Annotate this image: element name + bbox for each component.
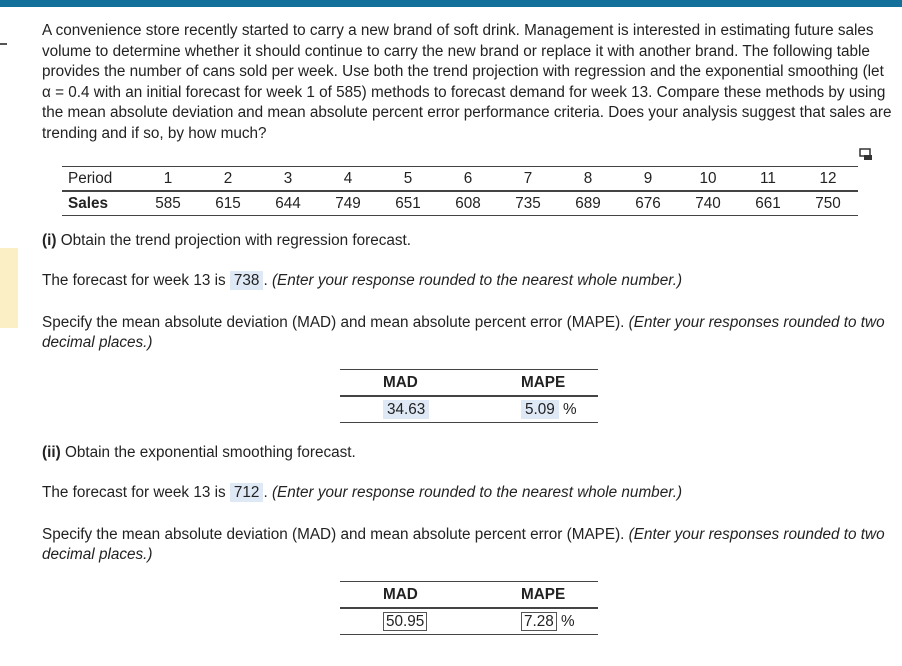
header-row: Period 1 2 3 4 5 6 7 8 9 10 11 12 [62,166,858,192]
header-cell: 9 [618,166,678,192]
header-cell: 11 [738,166,798,192]
result-cell: 50.95 [340,608,469,635]
unit: % [561,612,575,630]
header-cell: Period [62,166,138,192]
result-cell: 7.28 % [469,608,598,635]
header-cell: 3 [258,166,318,192]
header-cell: 8 [558,166,618,192]
result-answer[interactable]: 7.28 [521,611,557,631]
data-cell: 615 [215,194,241,212]
result-answer[interactable]: 5.09 [521,399,559,419]
result-cell: 5.09 % [469,396,598,423]
data-cell: 676 [635,194,661,212]
data-cell: 585 [155,194,181,212]
header-cell: 2 [198,166,258,192]
result-answer[interactable]: 50.95 [383,611,428,631]
result-table: MAD MAPE 50.95 7.28 % [340,581,598,635]
result-header-row: MAD MAPE [340,369,598,397]
specify-main: Specify the mean absolute deviation (MAD… [42,314,625,331]
data-table: Period 1 2 3 4 5 6 7 8 9 10 11 12 Sales 585 615 644 749 65… [62,166,858,216]
result-header: MAPE [469,369,598,397]
specify-note: (Enter your responses rounded to two dec… [42,526,885,563]
part-label: (i) [42,232,57,249]
data-cell: 740 [695,194,721,212]
forecast-text: The forecast for week 13 is [42,272,226,289]
result-header: MAPE [469,581,598,609]
data-cell: 661 [755,194,781,212]
unit: % [563,400,577,418]
data-cell: Sales [68,194,108,212]
forecast-note: (Enter your response rounded to the near… [271,484,683,501]
copy-icon[interactable] [858,147,874,163]
part-heading-text: Obtain the exponential smoothing forecas… [64,444,356,461]
result-value-row: 50.95 7.28 % [340,608,598,635]
forecast-line: The forecast for week 13 is 738. (Enter … [42,271,683,290]
result-value-row: 34.63 5.09 % [340,396,598,423]
specify-main: Specify the mean absolute deviation (MAD… [42,526,625,543]
result-header: MAD [340,369,469,397]
punctuation: . [263,272,268,289]
data-cell: 735 [515,194,541,212]
result-header: MAD [340,581,469,609]
data-cell: 749 [335,194,361,212]
specify-note: (Enter your responses rounded to two dec… [42,314,885,351]
data-cell: 750 [815,194,841,212]
header-cell: 7 [498,166,558,192]
result-answer[interactable]: 34.63 [383,399,430,419]
specify-text: Specify the mean absolute deviation (MAD… [42,313,892,353]
forecast-note: (Enter your response rounded to the near… [271,272,683,289]
side-marker [0,43,7,45]
highlight-strip [0,248,18,328]
forecast-answer[interactable]: 712 [229,483,264,502]
specify-text: Specify the mean absolute deviation (MAD… [42,525,892,565]
part-heading: (i) Obtain the trend projection with reg… [42,232,411,250]
part-heading-text: Obtain the trend projection with regress… [60,232,412,249]
data-cell: 644 [275,194,301,212]
header-cell: 5 [378,166,438,192]
forecast-answer[interactable]: 738 [229,271,264,290]
data-cell: 689 [575,194,601,212]
punctuation: . [263,484,268,501]
question-text: A convenience store recently started to … [42,22,892,142]
header-cell: 12 [798,166,858,192]
data-row: Sales 585 615 644 749 651 608 735 689 676 740 661 75… [62,191,858,216]
header-cell: 6 [438,166,498,192]
forecast-line: The forecast for week 13 is 712. (Enter … [42,483,683,502]
header-cell: 4 [318,166,378,192]
part-heading: (ii) Obtain the exponential smoothing fo… [42,444,356,462]
header-cell: 10 [678,166,738,192]
top-bar [0,0,902,7]
result-header-row: MAD MAPE [340,581,598,609]
result-cell: 34.63 [340,396,469,423]
data-cell: 608 [455,194,481,212]
data-cell: 651 [395,194,421,212]
result-table: MAD MAPE 34.63 5.09 % [340,369,598,423]
forecast-text: The forecast for week 13 is [42,484,226,501]
part-label: (ii) [42,444,61,461]
header-cell: 1 [138,166,198,192]
